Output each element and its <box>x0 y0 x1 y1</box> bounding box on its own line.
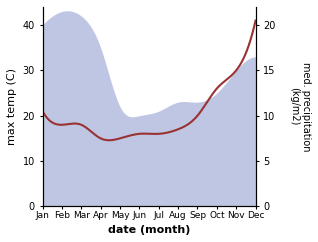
X-axis label: date (month): date (month) <box>108 225 190 235</box>
Y-axis label: med. precipitation
(kg/m2): med. precipitation (kg/m2) <box>289 62 311 151</box>
Y-axis label: max temp (C): max temp (C) <box>7 68 17 145</box>
